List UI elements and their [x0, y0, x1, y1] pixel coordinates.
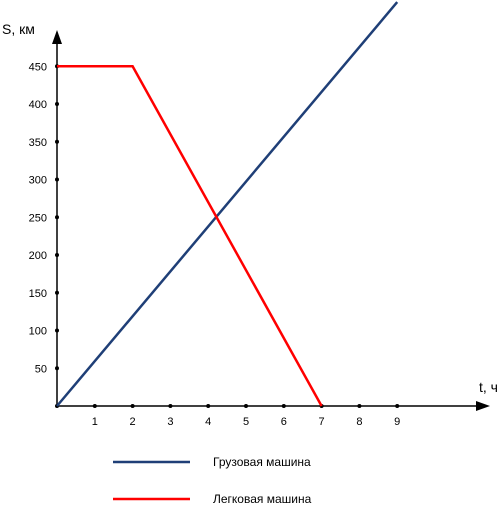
y-axis-title: S, км	[2, 21, 35, 37]
y-tick-dot	[55, 290, 59, 295]
y-tick-label: 350	[29, 137, 47, 149]
legend-label-1: Грузовая машина	[213, 455, 311, 469]
x-tick-label: 2	[130, 416, 136, 428]
x-tick-label: 1	[92, 416, 98, 428]
y-tick-dot	[55, 139, 59, 144]
ticks-layer: 1 2 3 4 5 6 7 8 9 50 100 150 200 250 300 350 400 450	[29, 61, 401, 428]
y-tick-dot	[55, 328, 59, 333]
y-tick-dot	[55, 177, 59, 182]
x-tick-dot	[244, 404, 248, 408]
x-tick-label: 7	[319, 416, 325, 428]
y-tick-label: 50	[35, 363, 47, 375]
x-tick-label: 5	[243, 416, 249, 428]
x-tick-label: 6	[281, 416, 287, 428]
y-tick-label: 150	[29, 288, 47, 300]
y-tick-dot	[55, 366, 59, 371]
y-tick-label: 300	[29, 175, 47, 187]
legend-label-2: Легковая машина	[213, 492, 312, 506]
x-tick-dot	[395, 404, 400, 408]
x-tick-dot	[168, 404, 173, 408]
y-tick-label: 250	[29, 212, 47, 224]
x-axis-title: t, ч	[479, 379, 498, 395]
x-tick-dot	[206, 404, 211, 408]
x-tick-label: 9	[394, 416, 400, 428]
series-line-2	[57, 65, 323, 407]
series-line-1	[56, 1, 399, 407]
y-tick-label: 450	[29, 61, 47, 73]
y-tick-dot	[55, 215, 59, 220]
y-tick-dot	[55, 253, 59, 257]
x-tick-label: 8	[356, 416, 362, 428]
x-tick-dot	[281, 404, 286, 408]
x-tick-dot	[357, 404, 362, 408]
x-tick-label: 4	[205, 416, 211, 428]
legend: Грузовая машина Легковая машина	[113, 455, 312, 506]
y-tick-dot	[55, 102, 59, 106]
x-tick-dot	[92, 404, 97, 408]
y-tick-label: 400	[29, 99, 47, 111]
y-axis-arrow-icon	[52, 30, 62, 44]
y-tick-label: 100	[29, 326, 47, 338]
y-tick-label: 200	[29, 250, 47, 262]
x-tick-dot	[130, 404, 135, 408]
x-tick-label: 3	[167, 416, 173, 428]
x-axis-arrow-icon	[476, 401, 490, 411]
series-layer	[56, 1, 399, 407]
